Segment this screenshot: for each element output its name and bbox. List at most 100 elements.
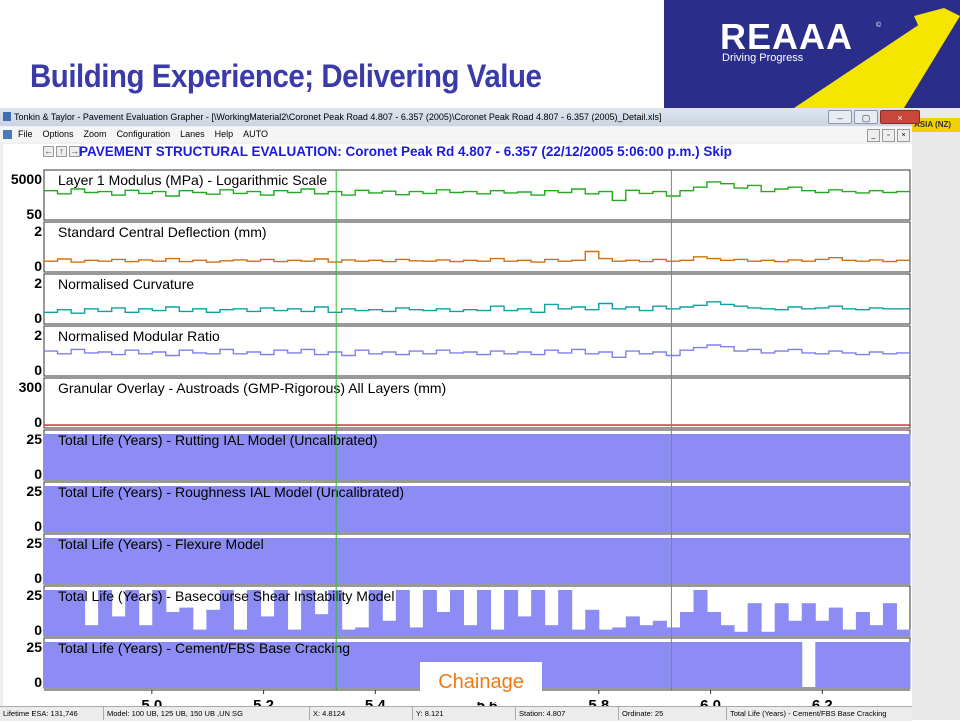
menu-zoom[interactable]: Zoom — [83, 129, 107, 139]
life-bar — [869, 434, 884, 480]
life-bar — [382, 620, 397, 636]
life-bar — [747, 538, 762, 584]
life-bar — [734, 642, 749, 688]
life-bar — [436, 538, 451, 584]
arrow-up-icon[interactable]: ↑ — [56, 146, 67, 157]
life-bar — [869, 642, 884, 688]
life-bar — [179, 607, 194, 636]
life-bar — [598, 642, 613, 688]
life-bar — [828, 642, 843, 688]
life-bar — [422, 538, 437, 584]
life-bar — [111, 642, 126, 688]
menu-file[interactable]: File — [18, 129, 33, 139]
life-bar — [774, 538, 789, 584]
life-bar — [477, 486, 492, 532]
life-bar — [355, 486, 370, 532]
life-bar — [246, 486, 261, 532]
life-bar — [463, 434, 478, 480]
life-bar — [260, 642, 275, 688]
life-bar — [179, 538, 194, 584]
life-bar — [287, 629, 302, 636]
life-bar — [801, 434, 816, 480]
maximize-icon[interactable]: ▢ — [854, 110, 878, 124]
life-bar — [301, 434, 316, 480]
panel-title: Normalised Curvature — [58, 276, 194, 292]
life-bar — [639, 625, 654, 636]
life-bar — [219, 538, 234, 584]
life-bar — [720, 434, 735, 480]
arrow-left-icon[interactable]: ← — [43, 146, 54, 157]
life-bar — [44, 642, 59, 688]
life-bar — [707, 434, 722, 480]
life-bar — [720, 538, 735, 584]
life-bar — [301, 486, 316, 532]
life-bar — [544, 538, 559, 584]
life-bar — [125, 538, 140, 584]
life-bar — [274, 538, 289, 584]
life-bar — [165, 642, 180, 688]
life-bar — [517, 538, 532, 584]
life-bar — [449, 434, 464, 480]
life-bar — [652, 486, 667, 532]
menu-help[interactable]: Help — [214, 129, 234, 139]
life-bar — [531, 538, 546, 584]
life-bar — [84, 486, 99, 532]
close-icon[interactable]: × — [880, 110, 920, 124]
life-bar — [165, 538, 180, 584]
document-icon[interactable] — [3, 130, 12, 139]
life-bar — [84, 642, 99, 688]
life-bar — [598, 434, 613, 480]
life-bar — [246, 590, 261, 636]
panel-ymin: 0 — [34, 570, 42, 586]
life-bar — [666, 434, 681, 480]
life-bar — [842, 538, 857, 584]
life-bar — [84, 434, 99, 480]
life-bar — [544, 486, 559, 532]
life-bar — [341, 538, 356, 584]
life-bar — [301, 642, 316, 688]
life-bar — [693, 538, 708, 584]
menu-options[interactable]: Options — [42, 129, 74, 139]
life-bar — [720, 486, 735, 532]
life-bar — [747, 486, 762, 532]
panel-ymin: 0 — [34, 674, 42, 690]
menu-lanes[interactable]: Lanes — [180, 129, 205, 139]
life-bar — [571, 538, 586, 584]
panel-ymin: 0 — [34, 362, 42, 378]
doc-restore-icon[interactable]: ▫ — [882, 129, 895, 142]
panel-ymax: 25 — [26, 535, 42, 551]
life-bar — [855, 642, 870, 688]
life-bar — [598, 538, 613, 584]
window-titlebar[interactable]: Tonkin & Taylor - Pavement Evaluation Gr… — [0, 108, 912, 126]
life-bar — [409, 434, 424, 480]
doc-close-icon[interactable]: × — [897, 129, 910, 142]
panel-title: Total Life (Years) - Flexure Model — [58, 536, 264, 552]
life-bar — [598, 486, 613, 532]
life-bar — [477, 590, 492, 636]
life-bar — [842, 434, 857, 480]
life-bar — [652, 538, 667, 584]
life-bar — [774, 603, 789, 636]
life-bar — [788, 486, 803, 532]
arrow-right-icon[interactable]: → — [69, 146, 80, 157]
life-bar — [828, 434, 843, 480]
life-bar — [368, 590, 383, 636]
life-bar — [761, 642, 776, 688]
panel-title: Total Life (Years) - Basecourse Shear In… — [58, 588, 394, 604]
life-bar — [314, 642, 329, 688]
life-bar — [652, 434, 667, 480]
life-bar — [233, 629, 248, 636]
status-current-panel: Total Life (Years) - Cement/FBS Base Cra… — [726, 707, 916, 720]
minimize-icon[interactable]: – — [828, 110, 852, 124]
life-bar — [206, 486, 221, 532]
life-bar — [490, 629, 505, 636]
life-bar — [504, 538, 519, 584]
life-bar — [382, 434, 397, 480]
life-bar — [801, 603, 816, 636]
background-strip — [912, 108, 960, 720]
menu-auto[interactable]: AUTO — [243, 129, 268, 139]
life-bar — [44, 590, 59, 636]
life-bar — [219, 642, 234, 688]
menu-configuration[interactable]: Configuration — [116, 129, 171, 139]
doc-minimize-icon[interactable]: _ — [867, 129, 880, 142]
